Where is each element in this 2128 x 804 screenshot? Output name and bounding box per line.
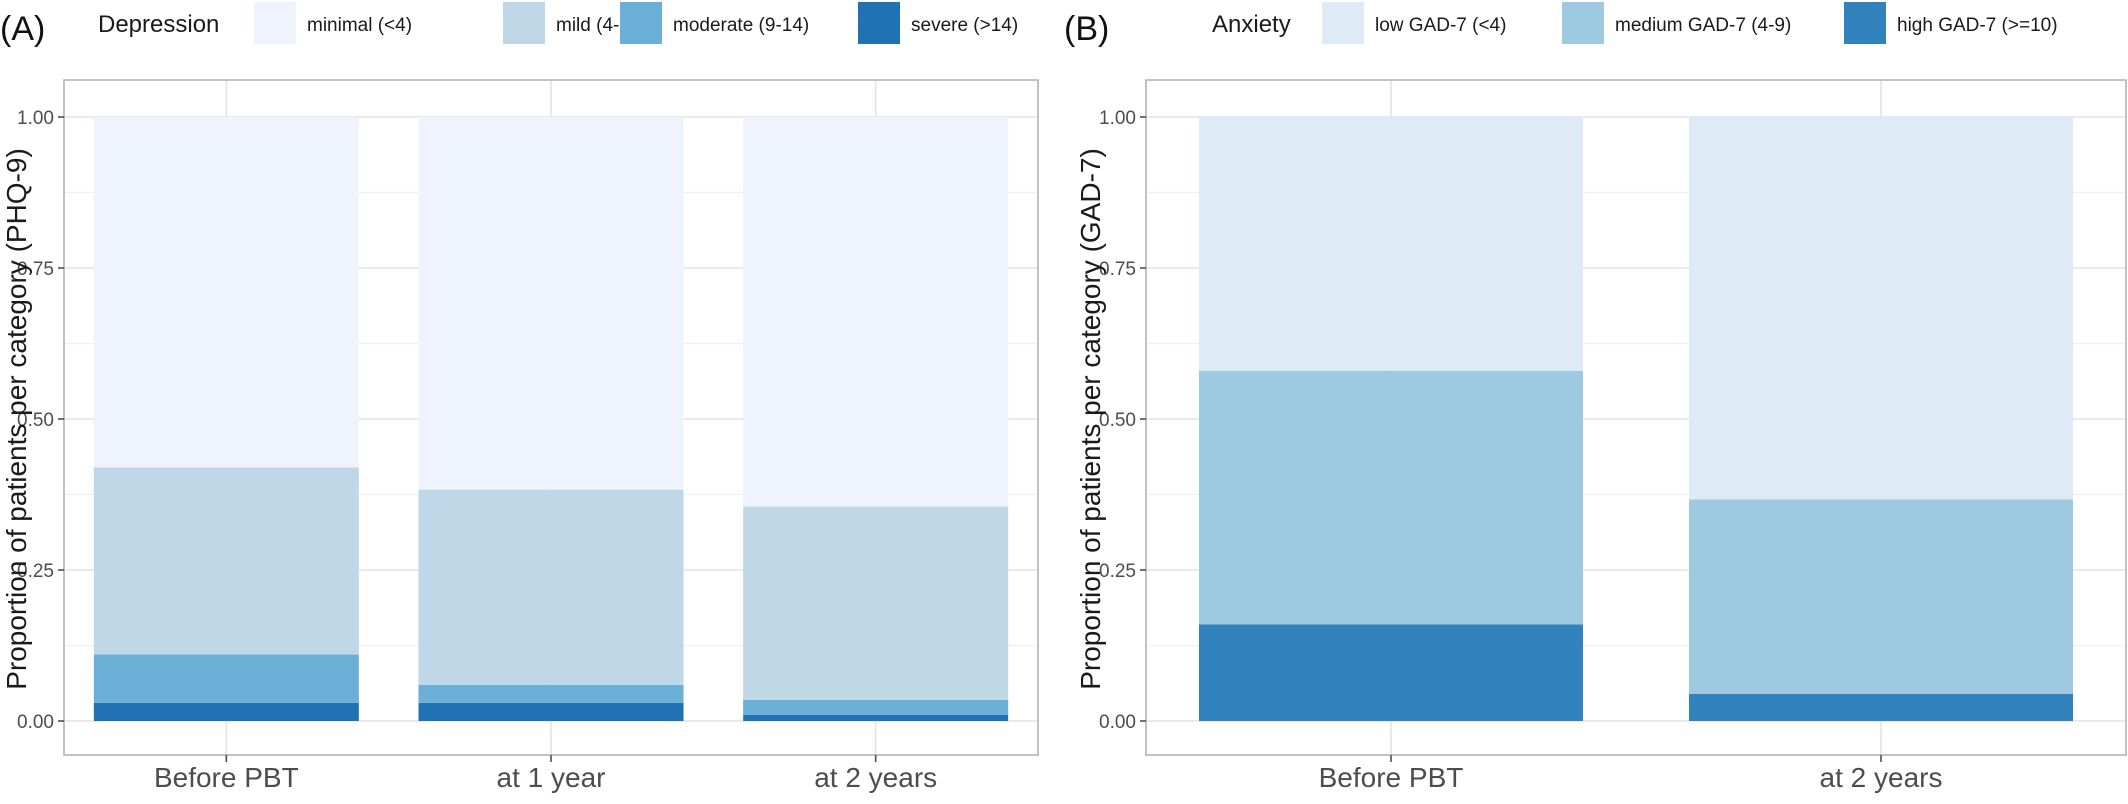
- chart-panel-b: (B) Anxiety low GAD-7 (<4) medium GAD-7 (4-…: [1060, 0, 2128, 799]
- legend-swatch-low-gad-7-4: [1322, 2, 1364, 44]
- y-axis-label: Proportion of patients per category (GAD…: [1075, 148, 1106, 690]
- y-tick-label: 0.25: [1099, 561, 1136, 582]
- bar-at-1-year-minimal-4: [418, 117, 684, 490]
- legend-item-medium-gad-7-4-9: medium GAD-7 (4-9): [1562, 2, 1791, 44]
- legend-label-low-gad-7-4: low GAD-7 (<4): [1375, 15, 1506, 36]
- chart-b: (B) Anxiety low GAD-7 (<4) medium GAD-7 (4-…: [1064, 2, 2127, 793]
- bar-before-pbt-medium-gad-7-4-9: [1199, 370, 1583, 625]
- x-tick-label-at-2-years: at 2 years: [814, 762, 937, 793]
- legend-swatch-minimal-4: [254, 2, 296, 44]
- plot-border: [1145, 79, 2127, 756]
- bars: [93, 117, 1009, 721]
- panel-label: (A): [0, 10, 45, 48]
- y-tick-label: 0.50: [17, 410, 54, 431]
- y-tick-label: 0.75: [17, 259, 54, 280]
- y-tick-label: 0.50: [1099, 410, 1136, 431]
- legend-swatch-severe-14: [858, 2, 900, 44]
- panel-label: (B): [1064, 10, 1109, 48]
- legend-swatch-high-gad-7-10: [1844, 2, 1886, 44]
- legend-label-severe-14: severe (>14): [911, 15, 1018, 36]
- legend-item-mild-4-9: mild (4-9): [503, 2, 636, 44]
- x-tick-label-at-2-years: at 2 years: [1820, 762, 1943, 793]
- legend-swatch-medium-gad-7-4-9: [1562, 2, 1604, 44]
- legend-label-minimal-4: minimal (<4): [307, 15, 412, 36]
- bar-at-1-year-moderate-9-14: [418, 684, 684, 703]
- bars: [1199, 117, 2073, 721]
- legend: Anxiety low GAD-7 (<4) medium GAD-7 (4-9) h…: [1212, 2, 2058, 44]
- bar-before-pbt-severe-14: [93, 702, 359, 721]
- legend: Depression minimal (<4) mild (4-9) moderate…: [98, 2, 1018, 44]
- x-axis: Before PBT at 1 year at 2 years: [154, 755, 937, 793]
- y-tick-label: 1.00: [1099, 108, 1136, 129]
- y-axis: 0.00 0.25 0.50 0.75 1.00 Proportion of patien…: [1, 108, 64, 733]
- bar-at-2-years-moderate-9-14: [743, 699, 1009, 715]
- legend-item-low-gad-7-4: low GAD-7 (<4): [1322, 2, 1506, 44]
- y-tick-label: 0.75: [1099, 259, 1136, 280]
- bar-before-pbt-moderate-9-14: [93, 654, 359, 703]
- legend-label-high-gad-7-10: high GAD-7 (>=10): [1897, 15, 2058, 36]
- legend-label-moderate-9-14: moderate (9-14): [673, 15, 809, 36]
- bar-at-2-years-severe-14: [743, 714, 1009, 721]
- bar-at-1-year-mild-4-9: [418, 489, 684, 685]
- legend-item-moderate-9-14: moderate (9-14): [620, 2, 809, 44]
- y-tick-label: 0.00: [1099, 712, 1136, 733]
- y-axis: 0.00 0.25 0.50 0.75 1.00 Proportion of patien…: [1075, 108, 1146, 733]
- y-tick-label: 1.00: [17, 108, 54, 129]
- bar-at-2-years-medium-gad-7-4-9: [1689, 499, 2073, 694]
- bar-at-1-year-severe-14: [418, 702, 684, 721]
- x-tick-label-at-1-year: at 1 year: [497, 762, 606, 793]
- x-tick-label-before-pbt: Before PBT: [1319, 762, 1464, 793]
- chart-panel-a: (A) Depression minimal (<4) mild (4-9) moder…: [0, 0, 1060, 799]
- legend-title: Anxiety: [1212, 11, 1291, 38]
- bar-before-pbt-low-gad-7-4: [1199, 117, 1583, 371]
- legend-label-mild-4-9: mild (4-9): [556, 15, 636, 36]
- legend-title: Depression: [98, 11, 219, 38]
- bar-at-2-years-high-gad-7-10: [1689, 693, 2073, 721]
- bar-before-pbt-minimal-4: [93, 117, 359, 468]
- x-tick-label-before-pbt: Before PBT: [154, 762, 299, 793]
- y-axis-label: Proportion of patients per category (PHQ…: [1, 148, 32, 690]
- legend-swatch-moderate-9-14: [620, 2, 662, 44]
- legend-swatch-mild-4-9: [503, 2, 545, 44]
- bar-at-2-years-minimal-4: [743, 117, 1009, 507]
- y-tick-label: 0.00: [17, 712, 54, 733]
- legend-label-medium-gad-7-4-9: medium GAD-7 (4-9): [1615, 15, 1791, 36]
- y-tick-label: 0.25: [17, 561, 54, 582]
- x-axis: Before PBT at 2 years: [1319, 755, 1943, 793]
- legend-item-severe-14: severe (>14): [858, 2, 1018, 44]
- bar-before-pbt-mild-4-9: [93, 467, 359, 655]
- legend-item-high-gad-7-10: high GAD-7 (>=10): [1844, 2, 2058, 44]
- bar-at-2-years-mild-4-9: [743, 506, 1009, 700]
- bar-before-pbt-high-gad-7-10: [1199, 624, 1583, 721]
- bar-at-2-years-low-gad-7-4: [1689, 117, 2073, 500]
- chart-a: (A) Depression minimal (<4) mild (4-9) moder…: [0, 2, 1039, 793]
- legend-item-minimal-4: minimal (<4): [254, 2, 412, 44]
